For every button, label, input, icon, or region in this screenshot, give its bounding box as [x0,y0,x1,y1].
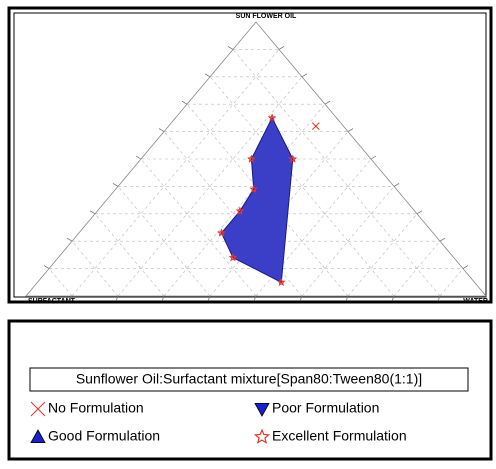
legend-marker [254,403,270,417]
tick-mark [204,73,211,78]
tick-mark [393,183,400,187]
tick-mark [347,128,354,132]
tick-mark [416,210,423,215]
legend-marker [253,428,271,444]
tick-mark [207,295,211,302]
legend-label: Excellent Formulation [272,428,407,444]
tick-mark [135,155,142,160]
tick-mark [462,265,469,269]
tick-mark [181,100,188,105]
tick-mark [391,295,395,302]
tick-mark [301,73,308,78]
data-point [249,184,259,193]
data-point [276,277,286,286]
right-axis-label: WATER [463,298,488,305]
chart-inner-frame [13,12,487,298]
legend-label: Poor Formulation [272,400,379,416]
data-point [228,253,238,262]
data-point [267,113,277,122]
legend-title: Sunflower Oil:Surfactant mixture[Span80:… [76,371,422,387]
tick-mark [227,46,234,50]
tick-mark [253,295,257,302]
legend-label: No Formulation [48,400,144,416]
data-point [288,154,298,163]
legend-marker [30,401,46,417]
tick-mark [43,265,50,269]
tick-mark [345,295,349,302]
tick-mark [158,128,165,132]
tick-mark [370,155,377,160]
data-point [217,228,226,237]
legend-marker [30,429,46,443]
tick-mark [439,237,446,242]
top-axis-label: SUN FLOWER OIL [236,13,297,20]
tick-mark [437,295,441,302]
legend-title-box [29,367,469,392]
data-point [247,154,256,163]
tick-mark [299,295,303,302]
data-point [235,206,245,215]
tick-mark [115,295,119,302]
left-axis-label: SURFACTANT [28,298,76,305]
tick-mark [66,237,73,242]
tick-mark [69,295,73,302]
tick-mark [161,295,165,302]
triangle-outline [25,21,487,297]
legend-label: Good Formulation [48,428,160,444]
data-point [311,122,320,130]
formulation-region [220,116,294,284]
tick-mark [324,100,331,105]
tick-mark [278,46,285,50]
tick-mark [89,210,96,215]
tick-mark [112,183,119,187]
